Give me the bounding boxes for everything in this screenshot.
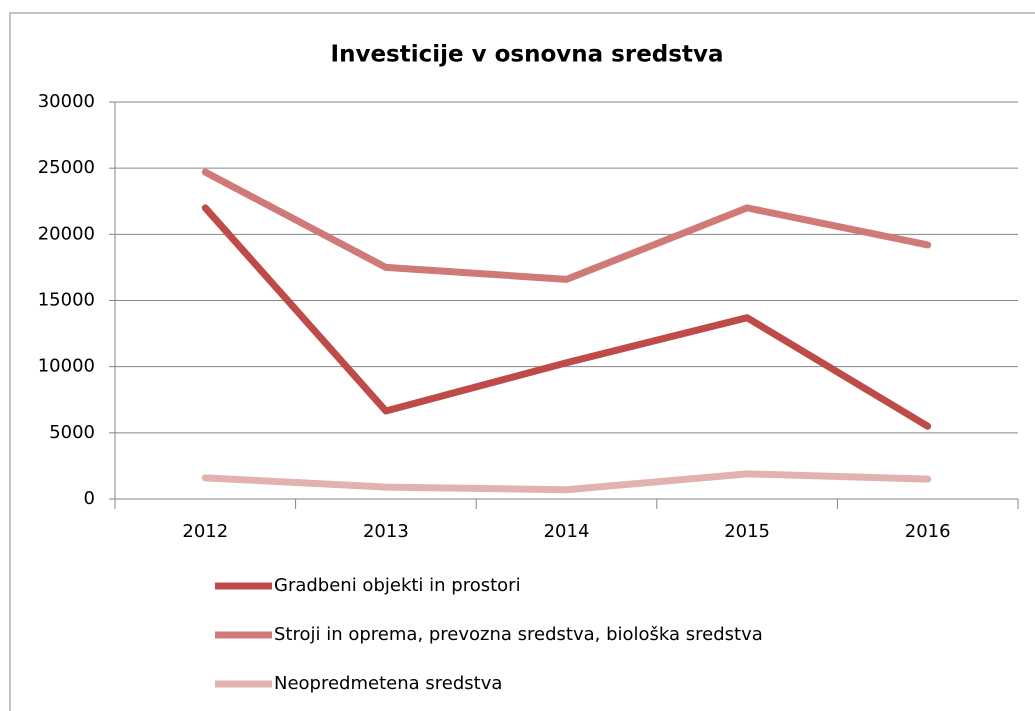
series-line — [201, 470, 932, 494]
y-tick-label: 10000 — [38, 356, 95, 377]
y-tick-label: 5000 — [49, 422, 95, 443]
chart-frame — [9, 12, 1035, 711]
x-tick-label: 2012 — [182, 521, 228, 542]
y-tick-label: 25000 — [38, 157, 95, 178]
y-tick-label: 0 — [84, 488, 95, 509]
y-tick-label: 20000 — [38, 223, 95, 244]
x-tick-label: 2015 — [724, 521, 770, 542]
x-tick-label: 2014 — [544, 521, 590, 542]
series-line — [201, 168, 932, 283]
legend-label: Neopredmetena sredstva — [274, 673, 502, 694]
x-tick-label: 2016 — [905, 521, 951, 542]
y-tick-label: 30000 — [38, 91, 95, 112]
chart-title: Investicije v osnovna sredstva — [331, 42, 724, 68]
legend-label: Gradbeni objekti in prostori — [274, 575, 521, 596]
series-line — [201, 204, 932, 430]
y-tick-label: 15000 — [38, 290, 95, 311]
legend-label: Stroji in oprema, prevozna sredstva, bio… — [274, 624, 763, 645]
x-tick-label: 2013 — [363, 521, 409, 542]
